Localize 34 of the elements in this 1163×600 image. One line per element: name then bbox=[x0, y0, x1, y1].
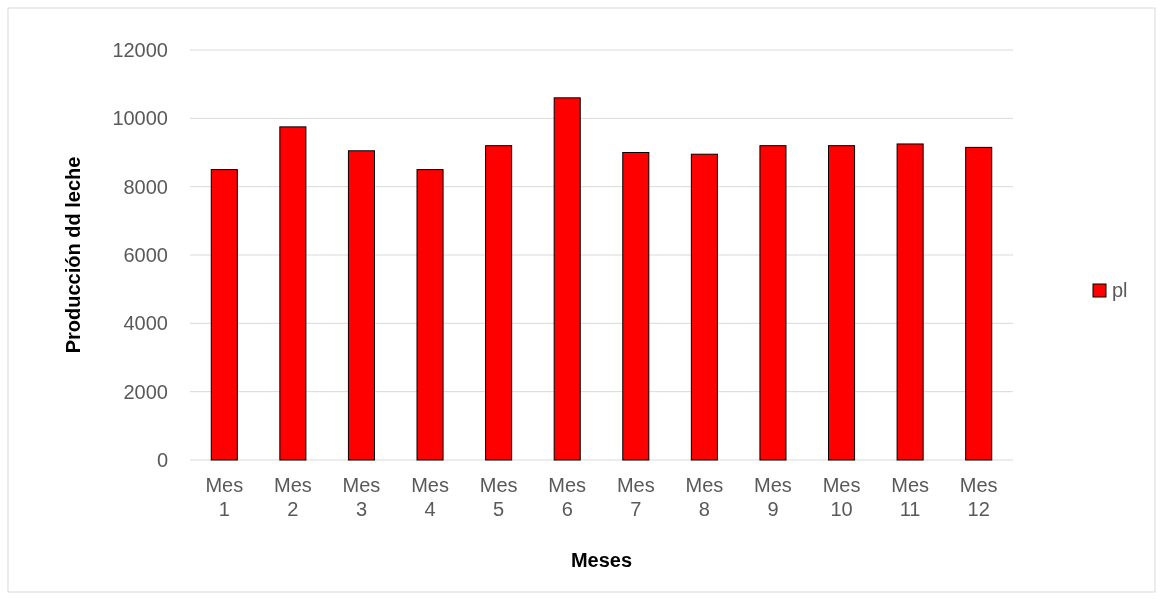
x-tick-label: Mes 8 bbox=[685, 474, 724, 520]
y-tick-label: 2000 bbox=[123, 380, 168, 403]
x-tick-label: Mes 1 bbox=[205, 474, 244, 520]
y-axis-title: Producción dd leche bbox=[62, 156, 84, 354]
y-tick-label: 10000 bbox=[112, 107, 168, 130]
x-tick-label: Mes 9 bbox=[754, 474, 792, 520]
y-tick-label: 8000 bbox=[123, 175, 168, 198]
bar bbox=[896, 143, 924, 461]
x-tick-label: Mes 11 bbox=[891, 474, 930, 520]
bar bbox=[347, 150, 375, 461]
bar bbox=[279, 126, 307, 461]
x-axis-title: Meses bbox=[570, 549, 633, 571]
bar bbox=[965, 146, 993, 461]
x-tick-label: Mes 6 bbox=[548, 474, 587, 520]
bar bbox=[553, 97, 581, 461]
x-tick-label: Mes 2 bbox=[273, 474, 312, 520]
bar bbox=[622, 152, 650, 461]
x-tick-label: Mes 3 bbox=[342, 474, 381, 520]
x-tick-label: Mes 5 bbox=[479, 474, 518, 520]
y-tick-label: 4000 bbox=[123, 312, 168, 335]
x-tick-label: Mes 7 bbox=[616, 474, 655, 520]
x-tick-label: Mes 4 bbox=[411, 474, 449, 520]
bar bbox=[485, 145, 513, 461]
bar bbox=[828, 145, 856, 461]
x-tick-label: Mes 10 bbox=[822, 474, 861, 520]
bar bbox=[416, 169, 444, 461]
legend-label: pl bbox=[1112, 279, 1128, 301]
x-tick-label: Mes 12 bbox=[959, 474, 998, 520]
bar bbox=[759, 145, 787, 461]
bar bbox=[210, 169, 238, 461]
y-tick-label: 6000 bbox=[123, 244, 168, 266]
y-tick-label: 12000 bbox=[112, 39, 168, 61]
bar bbox=[690, 153, 718, 461]
y-tick-label: 0 bbox=[156, 449, 168, 471]
